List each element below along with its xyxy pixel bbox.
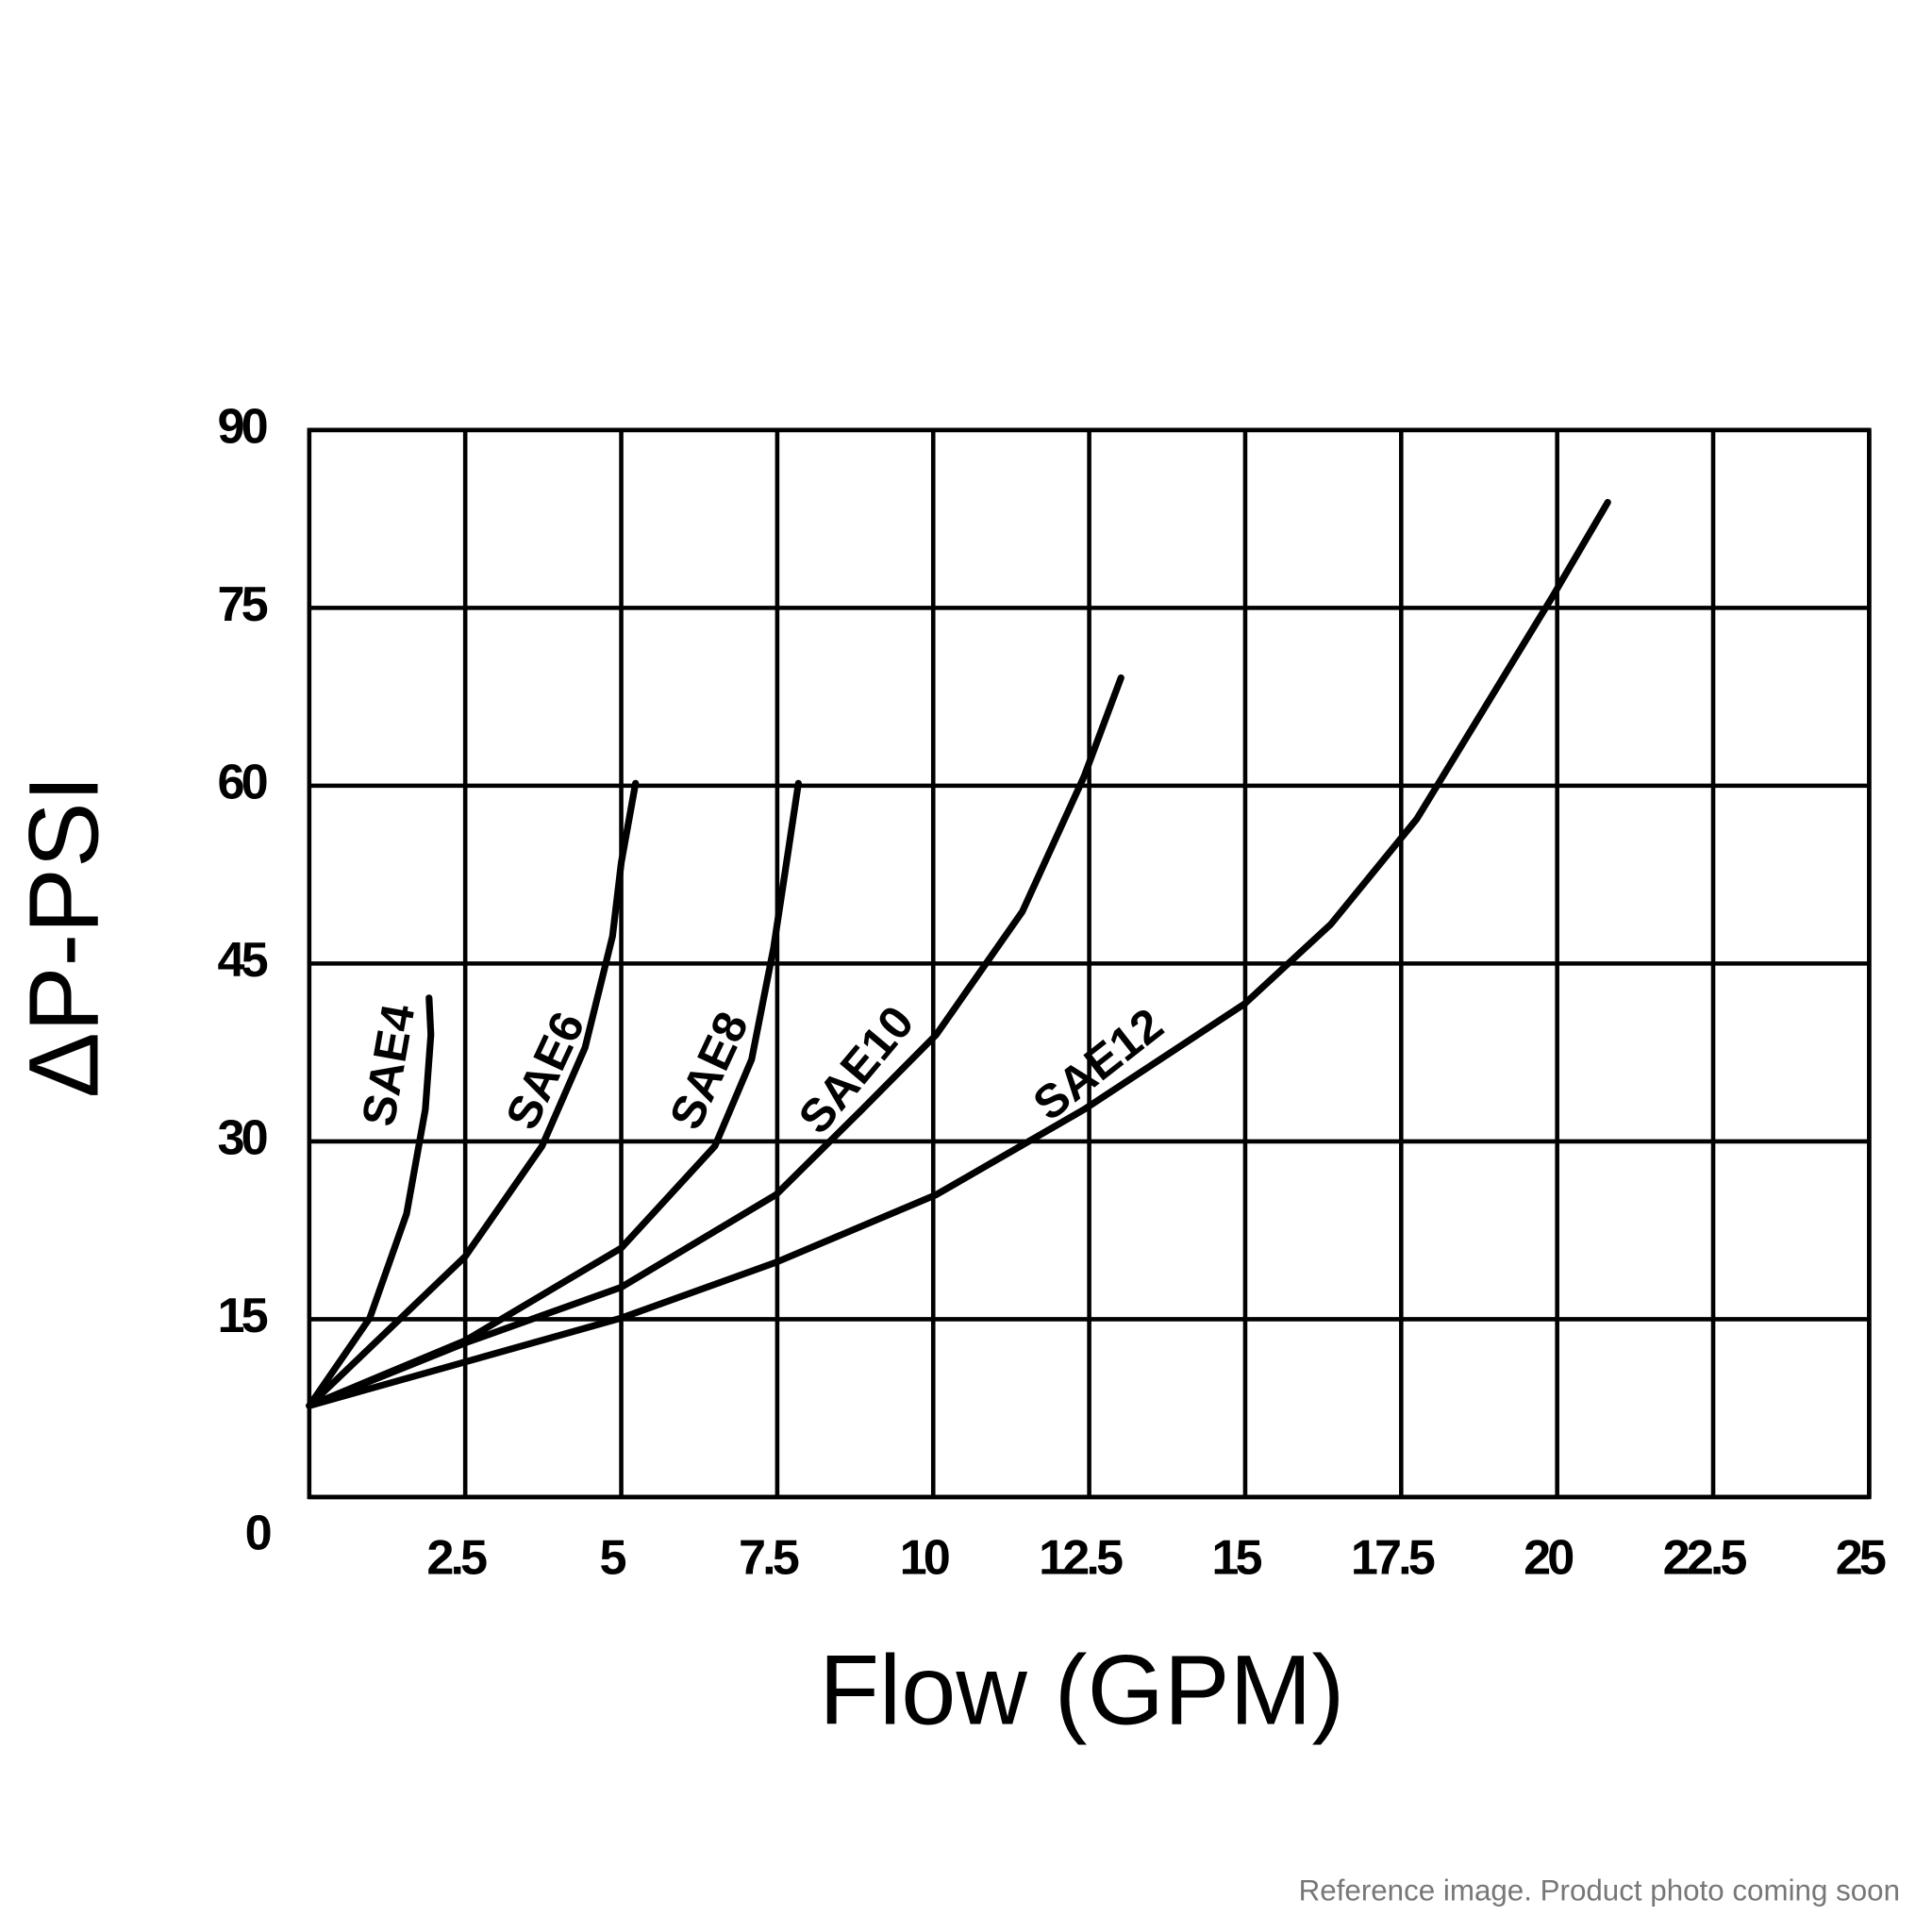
series-label: SAE4 bbox=[352, 1000, 425, 1130]
x-axis-title: Flow (GPM) bbox=[819, 1635, 1344, 1745]
footer-note: Reference image. Product photo coming so… bbox=[1299, 1874, 1900, 1907]
series-line bbox=[306, 498, 1611, 1409]
y-tick-label: 30 bbox=[218, 1111, 267, 1166]
x-tick-label: 5 bbox=[600, 1531, 626, 1586]
y-axis-title: ΔP-PSI bbox=[8, 774, 119, 1098]
x-tick-label: 7.5 bbox=[739, 1531, 799, 1586]
x-tick-label: 15 bbox=[1211, 1531, 1261, 1586]
y-tick-label: 45 bbox=[218, 933, 268, 988]
y-tick-label: 90 bbox=[218, 400, 267, 455]
series-line bbox=[306, 994, 435, 1409]
y-tick-label: 15 bbox=[218, 1289, 268, 1343]
x-tick-label: 2.5 bbox=[426, 1531, 487, 1586]
series-label: SAE6 bbox=[495, 1004, 595, 1137]
y-tick-label: 60 bbox=[218, 756, 267, 810]
y-tick-label: 0 bbox=[245, 1507, 271, 1561]
x-tick-label: 22.5 bbox=[1663, 1531, 1747, 1586]
series-line bbox=[306, 779, 640, 1409]
x-tick-label: 20 bbox=[1524, 1531, 1573, 1586]
x-tick-label: 10 bbox=[900, 1531, 949, 1586]
y-tick-label: 75 bbox=[218, 577, 268, 632]
series-line bbox=[306, 779, 802, 1409]
x-tick-label: 12.5 bbox=[1039, 1531, 1123, 1586]
series-line bbox=[306, 674, 1124, 1409]
x-tick-label: 17.5 bbox=[1351, 1531, 1435, 1586]
x-tick-label: 25 bbox=[1836, 1531, 1886, 1586]
